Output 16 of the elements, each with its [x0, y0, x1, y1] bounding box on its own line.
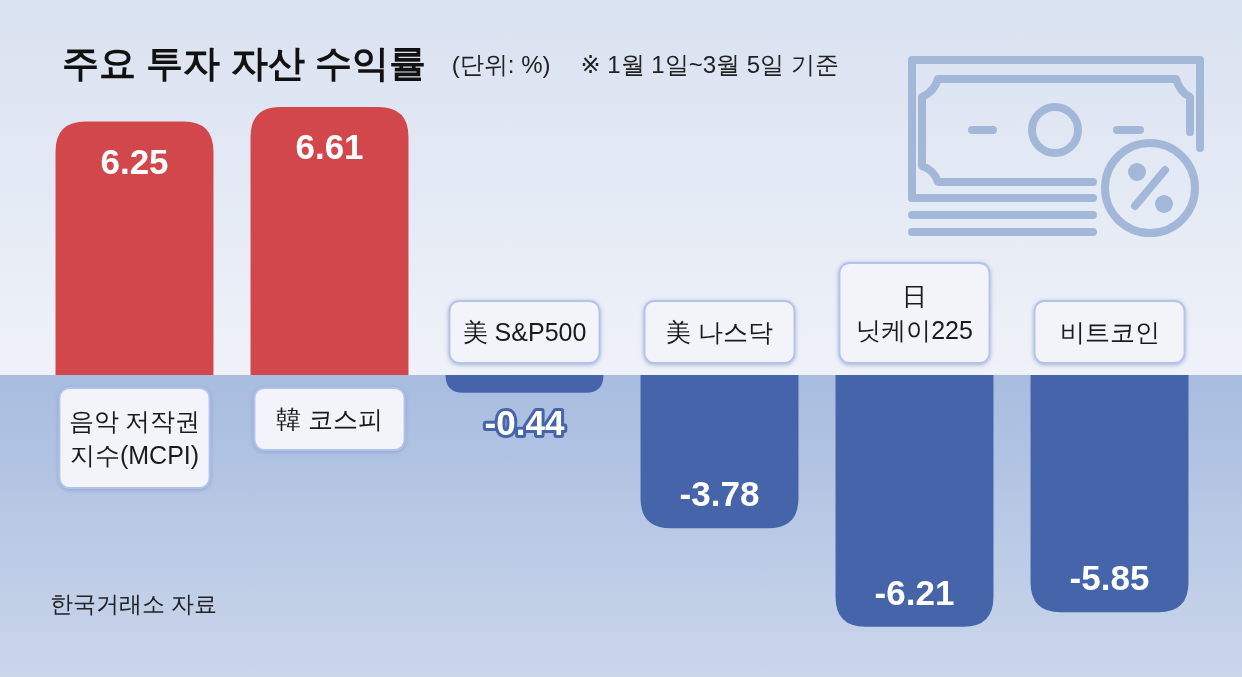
category-label: 日 닛케이225 [856, 282, 973, 344]
category-label: 韓 코스피 [276, 405, 383, 433]
annotation: ※ 1월 1일~3월 5일 기준 [580, 51, 839, 78]
category-label: 美 나스닥 [666, 318, 773, 346]
data-label: -6.21 [874, 572, 955, 612]
category-label: 음악 저작권 지수(MCPI) [68, 407, 201, 469]
data-label: -5.85 [1069, 558, 1150, 598]
category-label: 美 S&P500 [462, 318, 587, 346]
annotation: 한국거래소 자료 [50, 591, 218, 617]
data-label: -3.78 [679, 474, 760, 514]
category-label: 비트코인 [1059, 318, 1160, 346]
data-label: 6.25 [100, 141, 169, 181]
title: 주요 투자 자산 수익률 [62, 43, 426, 84]
data-label: 6.61 [295, 127, 364, 166]
data-label: -0.44 [484, 402, 565, 442]
subtitle: (단위: %) [451, 51, 551, 78]
